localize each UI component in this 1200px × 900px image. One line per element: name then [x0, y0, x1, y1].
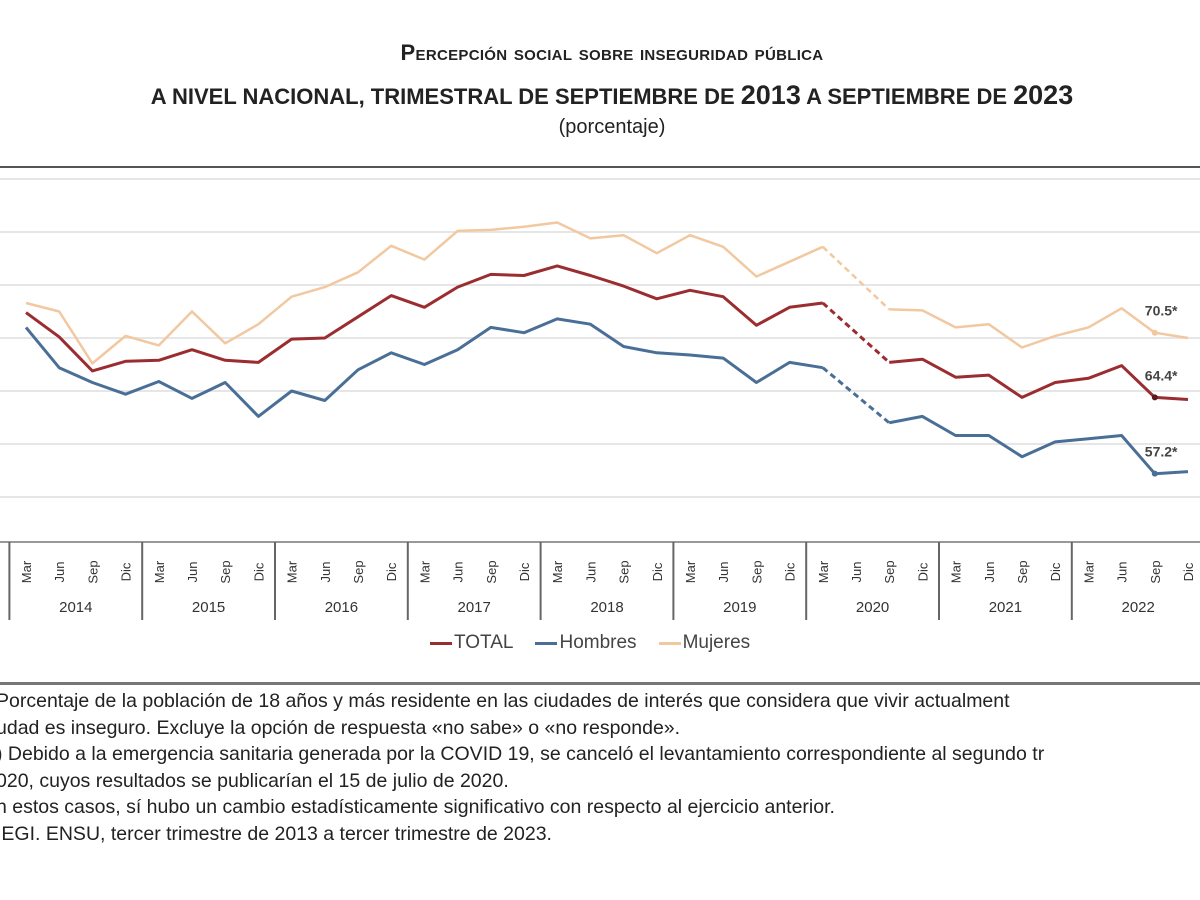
month-label: Dic: [251, 562, 266, 581]
month-label: Sep: [617, 560, 632, 583]
data-label: 64.4*: [1145, 367, 1178, 383]
data-label: 57.2*: [1145, 444, 1178, 460]
legend-item-mujeres: Mujeres: [658, 632, 751, 654]
footnote-line: Porcentaje de la población de 18 años y …: [0, 690, 1010, 712]
month-label: Dic: [384, 562, 399, 581]
legend-swatch: [658, 641, 681, 645]
footnote-line: ) Debido a la emergencia sanitaria gener…: [0, 743, 1045, 765]
annotation-marker: [1151, 470, 1158, 477]
legend-swatch: [535, 641, 558, 645]
series-gap-dashed-mujeres: [821, 245, 891, 311]
month-label: Sep: [85, 560, 100, 583]
data-label: 70.5*: [1145, 303, 1178, 319]
month-label: Dic: [517, 562, 532, 581]
month-label: Dic: [119, 562, 134, 581]
month-label: Sep: [218, 560, 233, 583]
series-line-mujeres: [25, 221, 1189, 365]
chart-subtitle: (porcentaje): [558, 116, 666, 138]
year-label: 2015: [192, 599, 225, 616]
year-label: 2022: [1122, 599, 1155, 616]
month-label: Sep: [484, 560, 499, 583]
legend-label: Mujeres: [682, 632, 751, 653]
legend-label: TOTAL: [454, 632, 514, 653]
year-label: 2017: [458, 599, 491, 616]
footnote-line: n estos casos, sí hubo un cambio estadís…: [0, 796, 835, 818]
month-label: Sep: [749, 560, 764, 583]
legend-item-total: TOTAL: [430, 632, 513, 654]
year-label: 2014: [59, 599, 92, 616]
series-gap-dashed-total: [821, 301, 891, 364]
month-label: Sep: [1015, 560, 1030, 583]
month-label: Dic: [915, 562, 930, 581]
month-label: Jun: [1115, 562, 1130, 583]
month-label: Dic: [783, 562, 798, 581]
month-label: Sep: [882, 560, 897, 583]
year-label: 2018: [590, 599, 623, 616]
month-label: Jun: [451, 562, 466, 583]
legend-item-hombres: Hombres: [535, 632, 637, 654]
month-label: Mar: [816, 560, 831, 583]
year-label: 2020: [856, 599, 889, 616]
month-label: Mar: [550, 560, 565, 583]
title-year-start: 2013: [740, 80, 801, 110]
month-label: Mar: [285, 560, 300, 583]
annotation-marker: [1151, 329, 1158, 336]
chart-title-line2: A NIVEL NACIONAL, TRIMESTRAL DE SEPTIEMB…: [0, 80, 1200, 111]
month-label: Dic: [650, 562, 665, 581]
chart-title-line1: Percepción social sobre inseguridad públ…: [400, 40, 824, 65]
month-label: Sep: [1148, 560, 1163, 583]
footnote-line: udad es inseguro. Excluye la opción de r…: [0, 716, 681, 739]
month-label: Mar: [417, 560, 432, 583]
month-label: Mar: [949, 560, 964, 583]
month-label: Jun: [185, 562, 200, 583]
title-text-b: A SEPTIEMBRE DE: [800, 84, 1014, 109]
month-label: Jun: [52, 562, 67, 583]
month-label: Dic: [1181, 562, 1196, 581]
series-line-hombres: [24, 317, 1189, 476]
year-label: 2016: [325, 599, 358, 616]
footnote-line: IEGI. ENSU, tercer trimestre de 2013 a t…: [0, 822, 552, 845]
month-label: Jun: [716, 562, 731, 583]
series-gap-dashed-hombres: [821, 366, 891, 424]
legend-swatch: [430, 641, 452, 645]
month-label: Mar: [683, 560, 698, 583]
month-label: Mar: [19, 560, 34, 583]
legend-label: Hombres: [559, 632, 637, 653]
footnotes: Porcentaje de la población de 18 años y …: [0, 688, 1044, 847]
month-label: Sep: [351, 560, 366, 583]
month-label: Jun: [583, 562, 598, 583]
footnote-line: 020, cuyos resultados se publicarían el …: [0, 769, 509, 792]
annotation-marker: [1151, 394, 1158, 401]
year-label: 2019: [723, 599, 756, 616]
series-line-total: [25, 264, 1189, 401]
title-year-end: 2023: [1013, 80, 1074, 110]
year-label: 2021: [989, 599, 1022, 616]
month-label: Jun: [982, 562, 997, 583]
title-text-a: A NIVEL NACIONAL, TRIMESTRAL DE SEPTIEMB…: [150, 84, 741, 109]
legend: TOTAL Hombres Mujeres: [430, 632, 750, 654]
line-chart: 2014 Mar Jun Sep Dic 2015 Mar Jun Sep Dic 2016 Mar J…: [0, 166, 1200, 620]
month-label: Mar: [1081, 560, 1096, 583]
month-label: Dic: [1048, 562, 1063, 581]
month-label: Jun: [849, 562, 864, 583]
notes-divider: [0, 682, 1200, 685]
month-label: Mar: [152, 560, 167, 583]
month-label: Jun: [318, 562, 333, 583]
